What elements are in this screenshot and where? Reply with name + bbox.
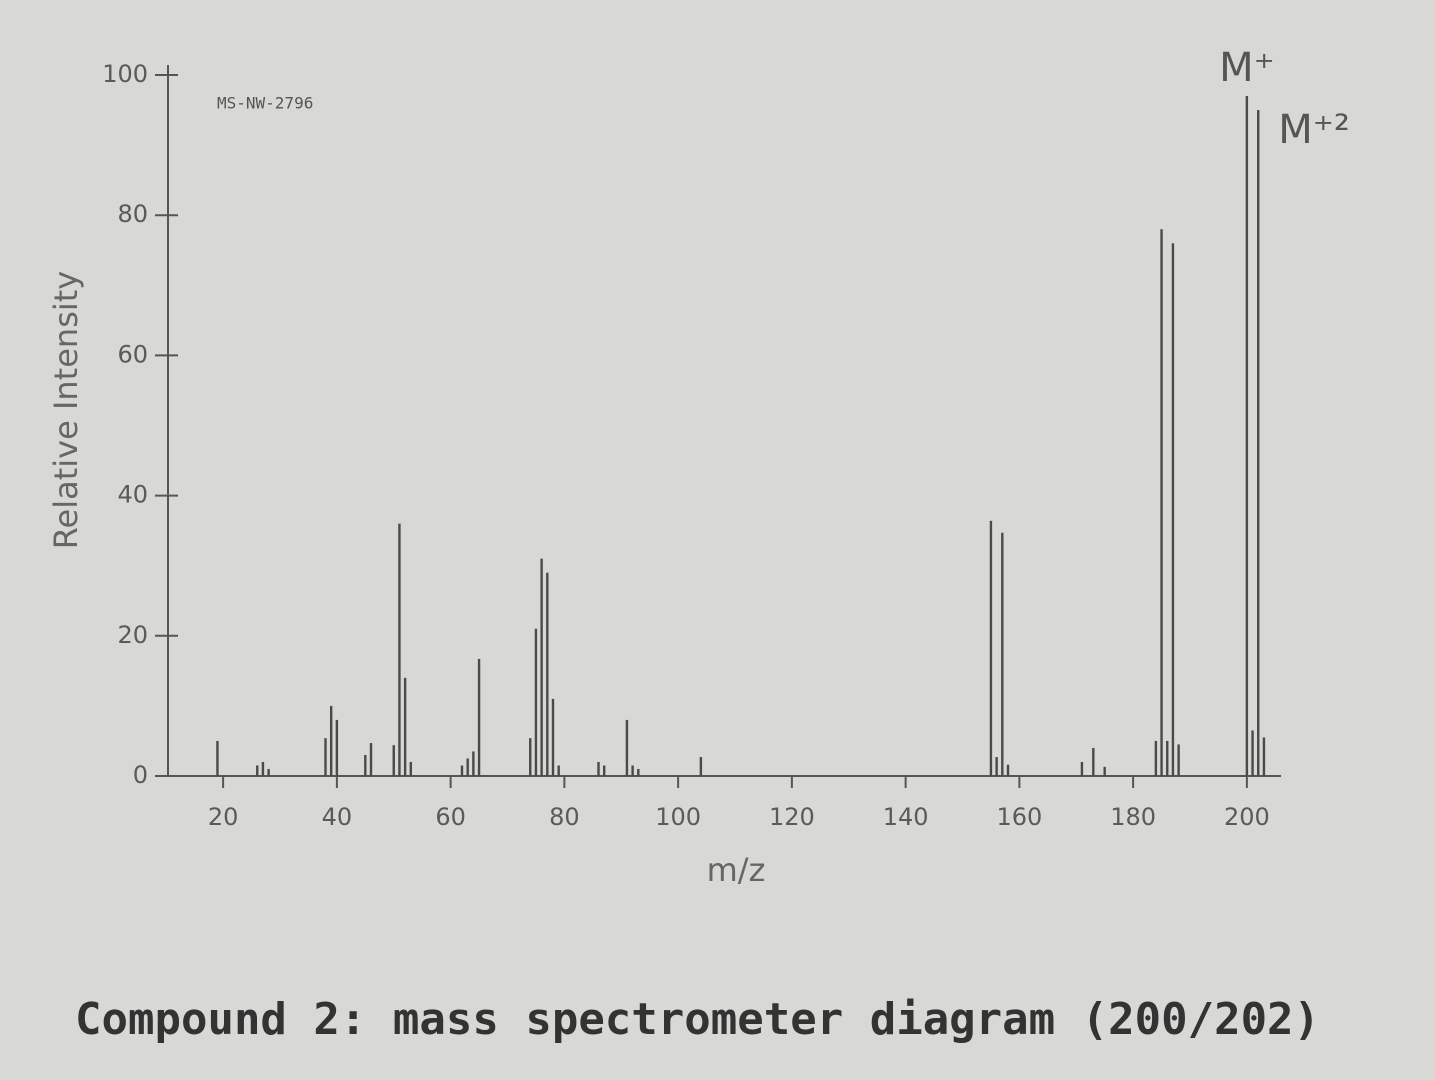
peak bbox=[1171, 243, 1175, 777]
y-tick-label: 0 bbox=[133, 761, 148, 789]
peak bbox=[557, 765, 560, 776]
chart-title: Compound 2: mass spectrometer diagram (2… bbox=[75, 994, 1320, 1045]
x-tick-label: 120 bbox=[769, 803, 815, 831]
peak bbox=[261, 761, 265, 776]
peak bbox=[466, 758, 469, 776]
peak bbox=[699, 757, 703, 776]
peak bbox=[267, 768, 270, 776]
y-axis-title: Relative Intensity bbox=[47, 271, 85, 550]
x-tick-label: 20 bbox=[208, 803, 239, 831]
peak bbox=[460, 765, 464, 776]
peak bbox=[540, 558, 543, 776]
peak bbox=[597, 761, 600, 776]
peak bbox=[1092, 747, 1095, 776]
peak bbox=[403, 677, 407, 776]
peak bbox=[1001, 532, 1004, 776]
peak bbox=[602, 765, 606, 776]
y-tick-label: 40 bbox=[117, 481, 148, 509]
peak bbox=[1251, 730, 1254, 776]
peak bbox=[1080, 761, 1084, 776]
peak bbox=[1262, 737, 1266, 776]
peak-annotation: M⁺² bbox=[1278, 107, 1350, 153]
x-tick-label: 200 bbox=[1224, 803, 1270, 831]
peak bbox=[625, 719, 629, 776]
x-tick-label: 100 bbox=[655, 803, 701, 831]
peak bbox=[329, 705, 333, 776]
peak bbox=[324, 738, 327, 776]
x-tick-label: 160 bbox=[996, 803, 1042, 831]
peak bbox=[477, 658, 481, 776]
peak bbox=[631, 765, 634, 776]
y-tick-label: 20 bbox=[117, 621, 148, 649]
x-tick-label: 140 bbox=[883, 803, 929, 831]
peak bbox=[551, 698, 555, 776]
peak bbox=[1103, 766, 1106, 776]
peak bbox=[995, 757, 998, 776]
peak bbox=[1160, 229, 1163, 777]
peak bbox=[546, 572, 549, 776]
y-tick-label: 100 bbox=[102, 60, 148, 88]
peak bbox=[1257, 110, 1260, 777]
peak bbox=[398, 523, 401, 776]
x-tick-label: 180 bbox=[1110, 803, 1156, 831]
x-axis-title: m/z bbox=[707, 851, 766, 889]
peak bbox=[1177, 744, 1180, 776]
peak bbox=[392, 745, 395, 776]
peak bbox=[472, 751, 475, 776]
x-tick-label: 80 bbox=[549, 803, 580, 831]
peak bbox=[216, 740, 219, 776]
peak bbox=[637, 768, 640, 776]
x-tick-label: 60 bbox=[435, 803, 466, 831]
peak bbox=[1006, 764, 1010, 776]
x-tick-label: 40 bbox=[322, 803, 353, 831]
peak bbox=[369, 743, 373, 776]
peak bbox=[989, 520, 993, 776]
peak bbox=[256, 765, 259, 776]
peak bbox=[1154, 740, 1158, 776]
peak bbox=[534, 628, 538, 776]
peak-annotation: M⁺ bbox=[1219, 45, 1275, 91]
spectrum-id: MS-NW-2796 bbox=[217, 94, 313, 113]
y-tick-label: 60 bbox=[117, 340, 148, 368]
peak bbox=[1166, 740, 1169, 776]
peak bbox=[409, 761, 413, 776]
y-tick-label: 80 bbox=[117, 200, 148, 228]
peak bbox=[364, 754, 367, 776]
peak bbox=[1245, 96, 1249, 776]
peak bbox=[335, 719, 339, 776]
peak bbox=[529, 738, 532, 776]
